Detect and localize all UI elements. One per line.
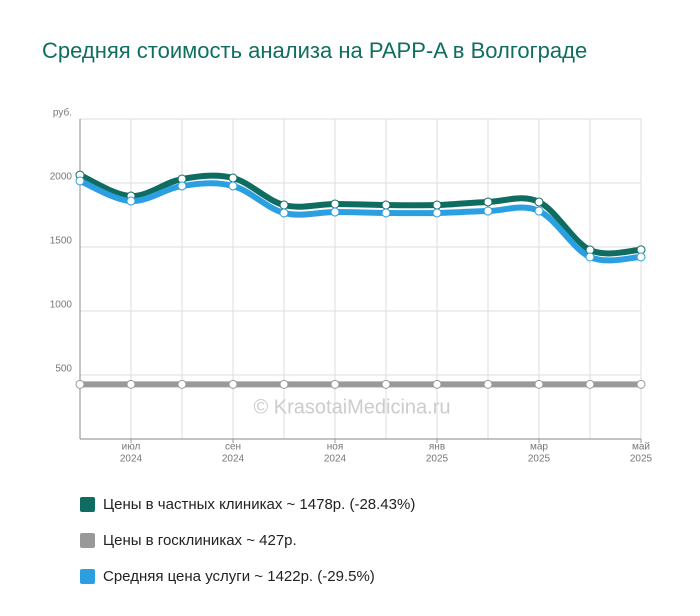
data-point <box>279 200 289 210</box>
legend-swatch <box>80 532 95 548</box>
watermark: © KrasotaiMedicina.ru <box>253 396 450 418</box>
data-point <box>483 197 493 207</box>
data-point <box>534 379 544 389</box>
data-point <box>330 379 340 389</box>
data-point <box>483 379 493 389</box>
data-point <box>228 181 238 191</box>
y-tick-label: 1500 <box>50 236 73 247</box>
data-point <box>585 252 595 262</box>
data-point <box>126 196 136 206</box>
legend-item: Средняя цена услуги ~ 1422р. (-29.5%) <box>80 558 415 594</box>
x-tick-label: 2024 <box>120 454 143 465</box>
data-point <box>177 181 187 191</box>
data-point <box>126 379 136 389</box>
x-tick-label: 2025 <box>426 454 449 465</box>
data-point <box>381 200 391 210</box>
data-point <box>330 207 340 217</box>
legend-swatch <box>80 568 95 584</box>
x-tick-label: июл <box>122 442 141 453</box>
legend: Цены в частных клиниках ~ 1478р. (-28.43… <box>80 486 415 594</box>
x-tick-label: 2025 <box>630 454 653 465</box>
data-point <box>432 208 442 218</box>
x-tick-label: 2025 <box>528 454 551 465</box>
data-point <box>75 176 85 186</box>
x-tick-label: 2024 <box>222 454 245 465</box>
data-point <box>228 173 238 183</box>
data-point <box>228 379 238 389</box>
data-point <box>75 379 85 389</box>
legend-item: Цены в госклиниках ~ 427р. <box>80 522 415 558</box>
x-tick-label: мар <box>530 442 548 453</box>
legend-label: Цены в госклиниках ~ 427р. <box>103 531 297 549</box>
data-point <box>177 379 187 389</box>
y-tick-label: 500 <box>55 364 72 375</box>
y-tick-label: 2000 <box>50 172 73 183</box>
legend-item: Цены в частных клиниках ~ 1478р. (-28.43… <box>80 486 415 522</box>
data-point <box>534 197 544 207</box>
x-tick-label: май <box>632 442 650 453</box>
y-tick-label: руб. <box>53 107 72 119</box>
data-point <box>432 379 442 389</box>
data-point <box>483 206 493 216</box>
chart: 500100015002000руб.июл2024сен2024ноя2024… <box>50 107 653 465</box>
data-point <box>534 206 544 216</box>
legend-label: Цены в частных клиниках ~ 1478р. (-28.43… <box>103 495 416 513</box>
x-tick-label: 2024 <box>324 454 347 465</box>
data-point <box>636 379 646 389</box>
data-point <box>381 379 391 389</box>
x-tick-label: янв <box>429 442 445 453</box>
data-point <box>330 199 340 209</box>
x-tick-label: сен <box>225 442 241 453</box>
x-tick-label: ноя <box>327 442 344 453</box>
data-point <box>432 200 442 210</box>
y-tick-label: 1000 <box>50 300 73 311</box>
data-point <box>381 208 391 218</box>
chart-title: Средняя стоимость анализа на PAPP-A в Во… <box>42 38 588 63</box>
data-point <box>279 379 289 389</box>
legend-swatch <box>80 496 95 512</box>
data-point <box>585 379 595 389</box>
data-point <box>279 208 289 218</box>
legend-label: Средняя цена услуги ~ 1422р. (-29.5%) <box>103 567 375 585</box>
data-point <box>636 252 646 262</box>
